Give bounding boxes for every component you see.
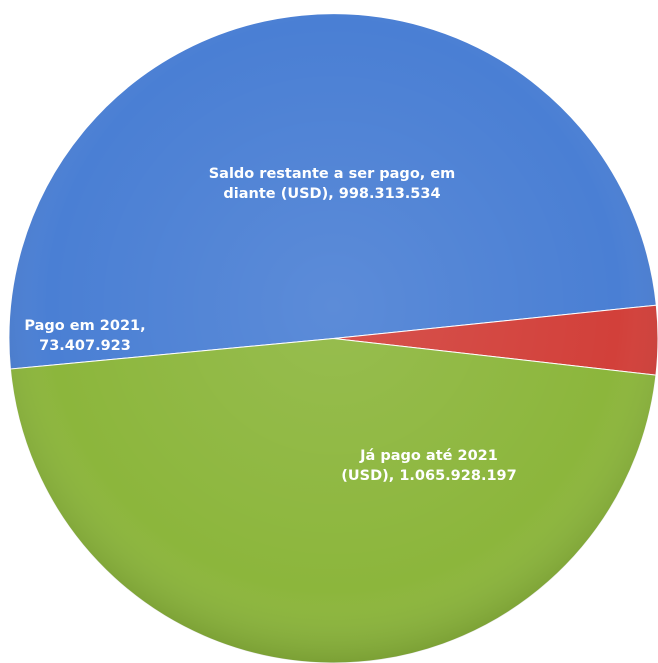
slice-label-1-line-1: 73.407.923 [39,338,131,354]
slice-label-0-line-1: (USD), 1.065.928.197 [341,468,516,484]
slice-label-2-line-1: diante (USD), 998.313.534 [223,186,440,202]
slice-label-0-line-0: Já pago até 2021 [359,448,498,464]
slice-label-1-line-0: Pago em 2021, [24,318,145,334]
slice-label-1: Pago em 2021, 73.407.923 [24,318,145,354]
pie-slice-2 [9,337,657,663]
slice-label-2-line-0: Saldo restante a ser pago, em [209,166,456,182]
slice-label-0: Já pago até 2021 (USD), 1.065.928.197 [341,448,516,484]
slice-label-2: Saldo restante a ser pago, em diante (USD… [209,166,456,202]
pie-labels: Já pago até 2021 (USD), 1.065.928.197 Pago… [24,166,516,484]
